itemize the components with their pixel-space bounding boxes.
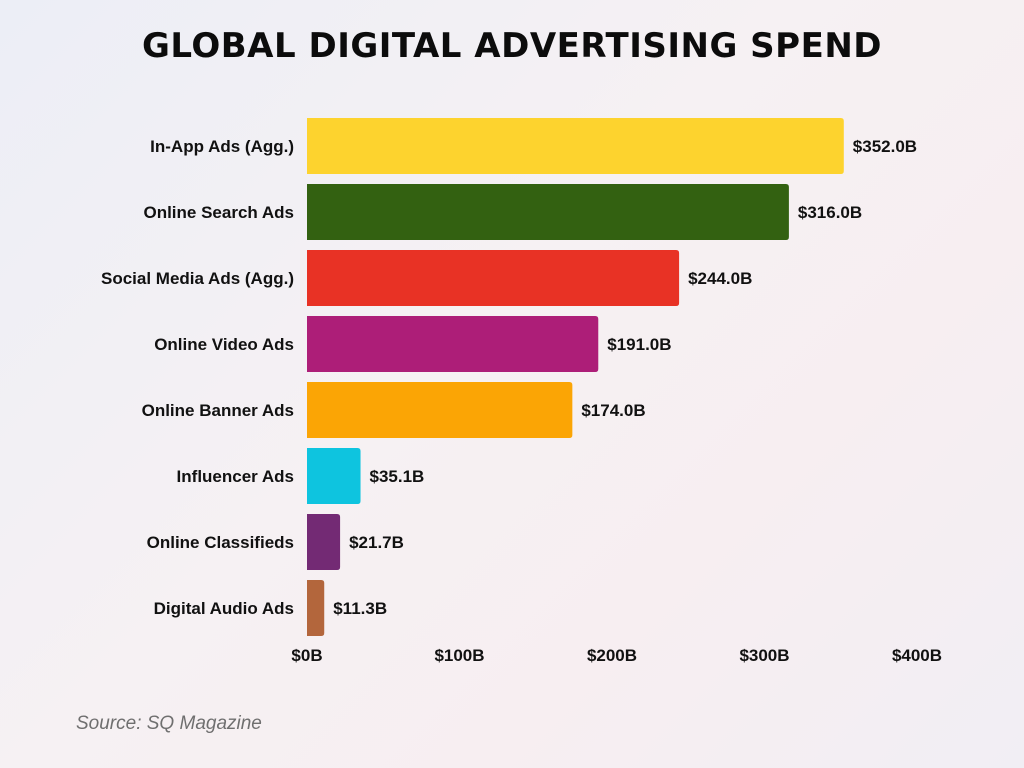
value-label: $352.0B [853,137,917,156]
bar [307,580,325,636]
value-label: $191.0B [607,335,671,354]
category-label: Online Search Ads [143,203,294,222]
x-tick-label: $0B [291,646,322,665]
x-tick-label: $200B [587,646,637,665]
value-label: $35.1B [370,467,425,486]
bar [307,448,361,504]
bar [307,316,599,372]
bar [307,118,844,174]
bar [307,514,341,570]
source-note: Source: SQ Magazine [76,713,262,734]
x-tick-label: $300B [739,646,789,665]
category-label: Influencer Ads [177,467,294,486]
bar [307,184,789,240]
category-label: Online Video Ads [154,335,294,354]
x-tick-label: $400B [892,646,942,665]
value-label: $21.7B [349,533,404,552]
category-label: Online Banner Ads [142,401,294,420]
chart-title: GLOBAL DIGITAL ADVERTISING SPEND [141,26,882,66]
category-label: Social Media Ads (Agg.) [101,269,294,288]
x-tick-label: $100B [434,646,484,665]
value-label: $244.0B [688,269,752,288]
category-label: In-App Ads (Agg.) [150,137,294,156]
category-label: Digital Audio Ads [154,599,294,618]
bar [307,250,680,306]
value-label: $174.0B [581,401,645,420]
value-label: $316.0B [798,203,862,222]
bar [307,382,573,438]
value-label: $11.3B [333,599,387,618]
category-label: Online Classifieds [147,533,294,552]
